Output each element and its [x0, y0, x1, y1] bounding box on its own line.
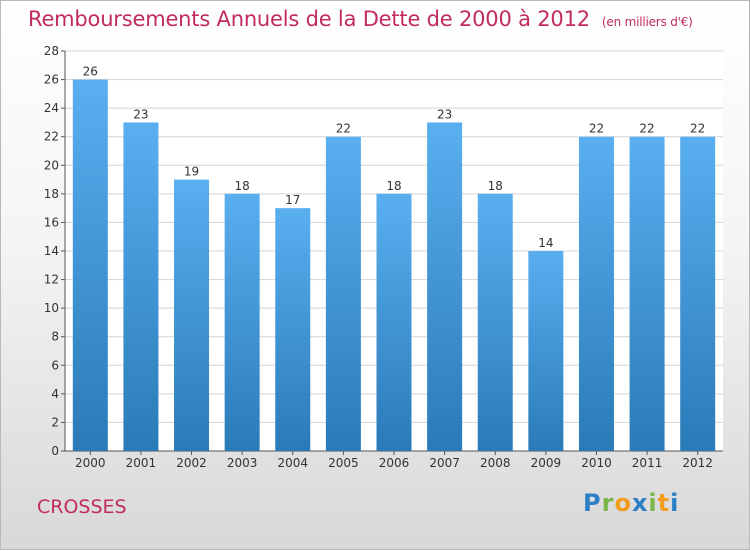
bar-2010: [578, 136, 614, 451]
value-label: 22: [589, 122, 604, 136]
bar-2011: [629, 136, 665, 451]
proxiti-logo: Proxiti: [583, 489, 679, 517]
y-tick-label: 28: [44, 44, 59, 58]
x-tick-label: 2001: [126, 456, 157, 470]
value-label: 22: [639, 122, 654, 136]
unit-note: (en milliers d'€): [601, 15, 693, 29]
value-label: 18: [235, 179, 250, 193]
value-label: 18: [488, 179, 503, 193]
y-tick-label: 12: [44, 273, 59, 287]
bar-2008: [477, 193, 513, 451]
value-label: 18: [386, 179, 401, 193]
chart-title-text: Remboursements Annuels de la Dette de 20…: [28, 7, 590, 31]
y-tick-label: 4: [51, 387, 59, 401]
y-tick-label: 16: [44, 215, 59, 229]
y-tick-label: 2: [51, 415, 59, 429]
value-label: 23: [133, 107, 148, 121]
logo-letter: o: [614, 489, 632, 517]
city-name: CROSSES: [37, 496, 127, 518]
value-label: 14: [538, 236, 553, 250]
x-tick-label: 2005: [328, 456, 359, 470]
bar-2006: [376, 193, 412, 451]
y-tick-label: 24: [44, 101, 59, 115]
y-tick-label: 20: [44, 158, 59, 172]
x-tick-label: 2011: [632, 456, 663, 470]
value-label: 22: [336, 122, 351, 136]
logo-letter: P: [583, 489, 602, 517]
x-tick-label: 2012: [682, 456, 713, 470]
y-tick-label: 14: [44, 244, 59, 258]
logo-letter: t: [657, 489, 671, 517]
y-tick-label: 6: [51, 358, 59, 372]
logo-letter: i: [648, 489, 658, 517]
value-label: 22: [690, 122, 705, 136]
bar-2012: [680, 136, 716, 451]
value-label: 19: [184, 165, 199, 179]
value-label: 26: [83, 65, 98, 79]
y-tick-label: 22: [44, 130, 59, 144]
x-tick-label: 2008: [480, 456, 511, 470]
x-tick-label: 2006: [379, 456, 410, 470]
x-tick-label: 2000: [75, 456, 106, 470]
bar-2001: [123, 122, 159, 451]
y-tick-label: 18: [44, 187, 59, 201]
value-label: 23: [437, 107, 452, 121]
bar-2000: [72, 79, 108, 452]
y-tick-label: 26: [44, 73, 59, 87]
bar-2004: [275, 208, 311, 451]
logo-letter: i: [670, 489, 680, 517]
x-tick-label: 2010: [581, 456, 612, 470]
logo-letter: r: [601, 489, 615, 517]
value-label: 17: [285, 193, 300, 207]
x-tick-label: 2003: [227, 456, 258, 470]
bar-2007: [427, 122, 463, 451]
bar-2003: [224, 193, 260, 451]
bar-2005: [325, 136, 361, 451]
y-tick-label: 8: [51, 330, 59, 344]
x-tick-label: 2009: [531, 456, 562, 470]
x-tick-label: 2007: [429, 456, 460, 470]
labels: 26 2000 23 2001 19 2002 18 2003 17 2004 22 2005 18 20…: [75, 65, 713, 470]
x-tick-label: 2002: [176, 456, 207, 470]
bar-2009: [528, 251, 564, 451]
chart-title: Remboursements Annuels de la Dette de 20…: [28, 7, 693, 31]
x-tick-label: 2004: [277, 456, 308, 470]
bar-2002: [174, 179, 210, 452]
logo-letter: x: [631, 489, 649, 517]
y-tick-label: 0: [51, 444, 59, 458]
y-tick-label: 10: [44, 301, 59, 315]
bars: [72, 79, 716, 452]
